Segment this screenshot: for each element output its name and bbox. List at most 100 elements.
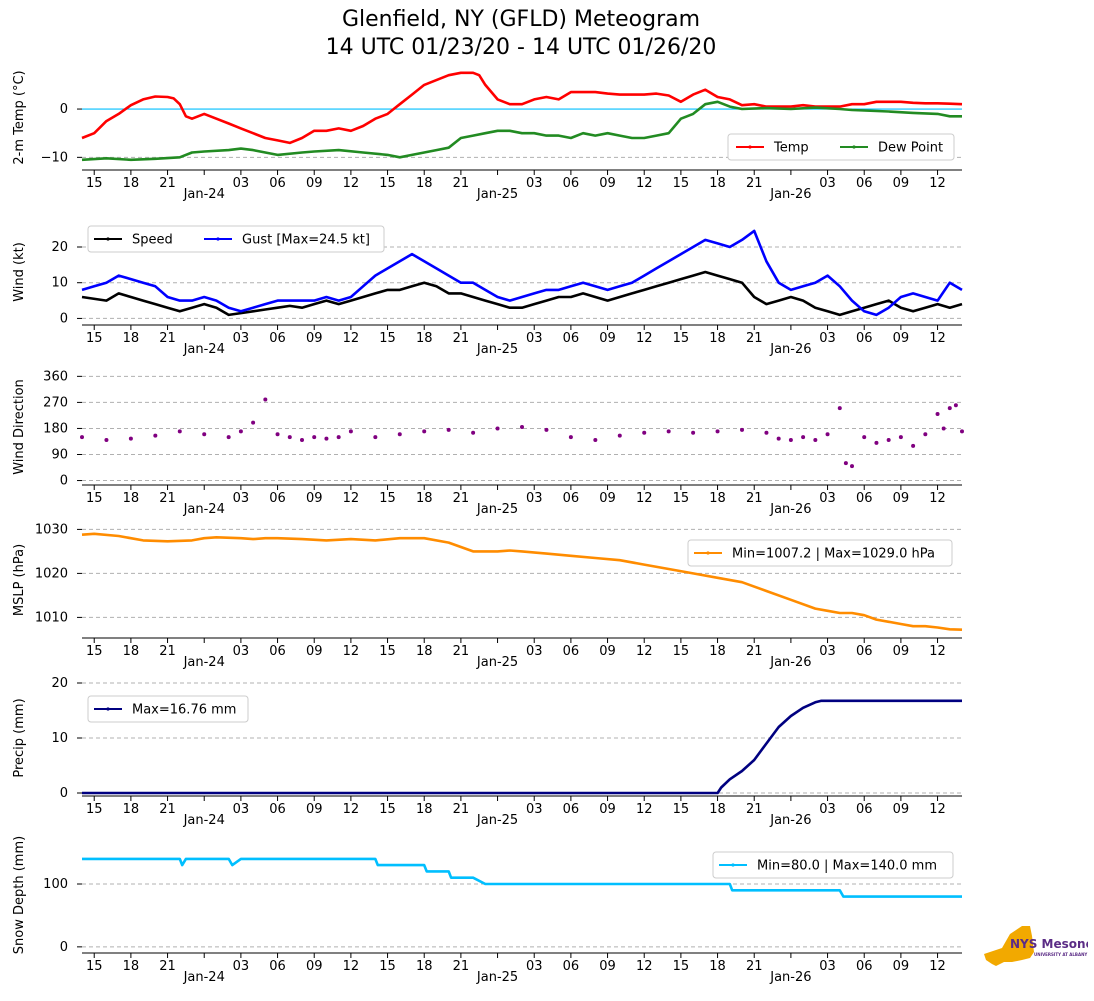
precip-xtick-label: 06 [269, 802, 286, 817]
mslp-series-line [81, 532, 963, 631]
precip-ytick-label: 10 [51, 731, 68, 746]
temp-series-line [81, 71, 963, 145]
direction-point [960, 429, 964, 434]
wind-xtick-label: 12 [929, 331, 946, 346]
direction-point [202, 432, 207, 437]
direction-point [104, 438, 109, 443]
direction-point [373, 435, 378, 440]
precip-xtick-label: 09 [893, 802, 910, 817]
direction-point [312, 435, 317, 440]
wind-xtick-label: 18 [709, 331, 726, 346]
mslp-xtick-label: 18 [709, 644, 726, 659]
wind-xtick-label: 21 [159, 331, 176, 346]
temp-xtick-label: 15 [86, 176, 103, 191]
mslp-xtick-label: 06 [563, 644, 580, 659]
wind-xtick-label: 15 [86, 331, 103, 346]
direction-point [153, 433, 158, 438]
direction-point [251, 420, 256, 425]
direction-point [715, 429, 720, 434]
direction-point [850, 464, 854, 469]
precip-xtick-label: 06 [563, 802, 580, 817]
direction-point [886, 438, 891, 443]
temp-xtick-label: 18 [709, 176, 726, 191]
wind-xtick-label: 06 [856, 331, 873, 346]
mslp-xtick-label: 15 [673, 644, 690, 659]
wind-ytick-label: 0 [60, 311, 68, 326]
direction-point [80, 435, 84, 440]
snow-ytick-label: 100 [43, 877, 68, 892]
direction-xtick-label: 12 [929, 491, 946, 506]
direction-point [740, 427, 744, 432]
direction-xtick-label: 18 [123, 491, 140, 506]
snow-legend-label: Min=80.0 | Max=140.0 mm [757, 859, 937, 874]
nys-mesonet-logo: NYS Mesonet UNIVERSITY AT ALBANY [984, 926, 1088, 966]
direction-point [128, 436, 133, 441]
direction-ytick-label: 270 [43, 395, 68, 410]
temp-ylabel: 2-m Temp (°C) [12, 70, 27, 164]
direction-ytick-label: 0 [60, 474, 68, 489]
direction-xtick-label: 06 [563, 491, 580, 506]
direction-xtick-label: 06 [856, 491, 873, 506]
mslp-xtick-label: 03 [526, 644, 543, 659]
snow-xtick-label: 12 [636, 959, 653, 974]
temp-xtick-label: 21 [159, 176, 176, 191]
mslp-xtick-label: 15 [86, 644, 103, 659]
snow-xtick-label: 06 [563, 959, 580, 974]
temp-xtick-label: Jan-25 [476, 187, 518, 202]
precip-xtick-label: 03 [526, 802, 543, 817]
direction-xtick-label: Jan-24 [183, 502, 225, 517]
direction-point [593, 438, 598, 443]
direction-xtick-label: 18 [416, 491, 433, 506]
mslp-ytick-label: 1010 [35, 610, 68, 625]
direction-point [348, 429, 353, 434]
wind-legend-marker [216, 237, 220, 241]
precip-ytick-label: 0 [60, 786, 68, 801]
direction-point [776, 436, 781, 441]
temp-xtick-label: 06 [563, 176, 580, 191]
snow-legend-marker [731, 863, 735, 867]
wind-xtick-label: 12 [343, 331, 360, 346]
direction-point [544, 427, 549, 432]
snow-xtick-label: 15 [379, 959, 396, 974]
direction-xtick-label: 15 [86, 491, 103, 506]
direction-xtick-label: 18 [709, 491, 726, 506]
temp-xtick-label: 09 [306, 176, 323, 191]
direction-point [764, 430, 769, 435]
mslp-ytick-label: 1030 [35, 522, 68, 537]
precip-xtick-label: Jan-25 [476, 813, 518, 828]
direction-xtick-label: 15 [673, 491, 690, 506]
direction-point [324, 436, 329, 441]
direction-xtick-label: 03 [233, 491, 250, 506]
mslp-xtick-label: 12 [343, 644, 360, 659]
precip-legend-marker [106, 707, 110, 711]
precip-ylabel: Precip (mm) [12, 698, 27, 777]
wind-xtick-label: 09 [599, 331, 616, 346]
ny-state-icon [984, 926, 1034, 966]
snow-xtick-label: 09 [306, 959, 323, 974]
wind-xtick-label: 21 [453, 331, 470, 346]
precip-xtick-label: 03 [819, 802, 836, 817]
direction-point [226, 435, 231, 440]
direction-point [446, 427, 451, 432]
direction-point [941, 426, 946, 431]
mslp-xtick-label: 21 [746, 644, 763, 659]
temp-xtick-label: 21 [746, 176, 763, 191]
precip-xtick-label: 06 [856, 802, 873, 817]
snow-xtick-label: 06 [269, 959, 286, 974]
snow-ytick-label: 0 [60, 940, 68, 955]
precip-xtick-label: 09 [306, 802, 323, 817]
temp-xtick-label: 03 [233, 176, 250, 191]
temp-xtick-label: 12 [636, 176, 653, 191]
direction-xtick-label: 21 [453, 491, 470, 506]
direction-point [788, 438, 793, 443]
direction-point [263, 397, 268, 402]
temp-xtick-label: 03 [819, 176, 836, 191]
direction-point [813, 438, 818, 443]
wind-ytick-label: 20 [51, 240, 68, 255]
mslp-xtick-label: 18 [123, 644, 140, 659]
wind-xtick-label: 18 [416, 331, 433, 346]
mslp-xtick-label: 12 [636, 644, 653, 659]
direction-point [177, 429, 182, 434]
temp-legend-marker [852, 145, 856, 149]
precip-xtick-label: 03 [233, 802, 250, 817]
